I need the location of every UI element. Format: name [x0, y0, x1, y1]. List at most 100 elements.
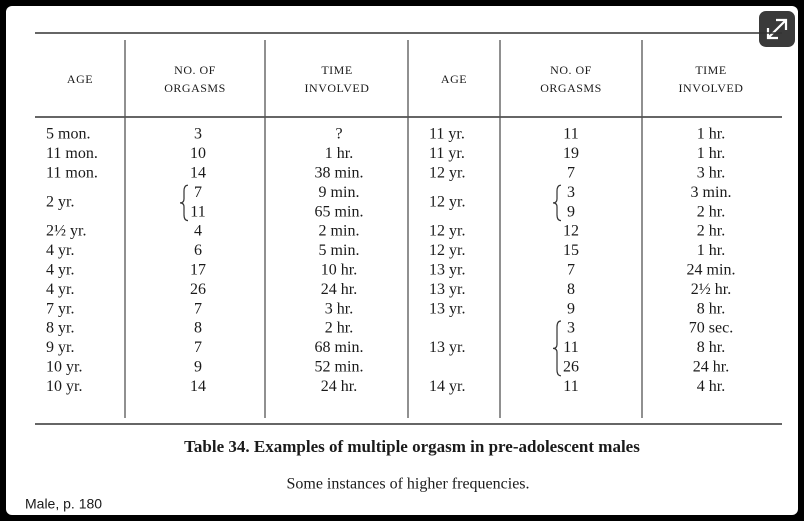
count-cell: 3: [194, 126, 202, 143]
count-cell: 8: [567, 281, 575, 298]
time-cell: 65 min.: [315, 203, 364, 220]
age-cell: 7 yr.: [46, 300, 74, 317]
count-cell: 11: [563, 378, 578, 395]
time-cell: 1 hr.: [697, 145, 725, 162]
count-cell: 26: [563, 358, 579, 375]
caption: Table 34. Examples of multiple orgasm in…: [184, 437, 640, 456]
count-cell: 3: [567, 320, 575, 337]
age-cell: 4 yr.: [46, 281, 74, 298]
time-cell: 24 hr.: [693, 358, 729, 375]
expand-icon[interactable]: [766, 18, 788, 40]
count-cell: 19: [563, 145, 579, 162]
age-cell: 5 mon.: [46, 126, 90, 143]
time-cell: 2 hr.: [697, 203, 725, 220]
column-header: AGE: [67, 72, 93, 86]
brace: [179, 184, 189, 222]
time-cell: 2 min.: [319, 223, 360, 240]
time-cell: 2 hr.: [325, 320, 353, 337]
age-cell: 13 yr.: [429, 281, 465, 298]
age-cell: 13 yr.: [429, 300, 465, 317]
time-cell: 3 min.: [691, 184, 732, 201]
count-cell: 15: [563, 242, 579, 259]
time-cell: 10 hr.: [321, 261, 357, 278]
age-cell: 12 yr.: [429, 223, 465, 240]
time-cell: 1 hr.: [697, 242, 725, 259]
age-cell: 12 yr.: [429, 194, 465, 211]
time-cell: 5 min.: [319, 242, 360, 259]
column-header: ORGASMS: [164, 81, 226, 95]
count-cell: 9: [567, 300, 575, 317]
count-cell: 26: [190, 281, 206, 298]
age-cell: 10 yr.: [46, 378, 82, 395]
time-cell: 4 hr.: [697, 378, 725, 395]
age-cell: 9 yr.: [46, 339, 74, 356]
age-cell: 10 yr.: [46, 358, 82, 375]
time-cell: 2½ hr.: [691, 281, 731, 298]
time-cell: 24 hr.: [321, 281, 357, 298]
column-header: AGE: [441, 72, 467, 86]
brace: [552, 184, 562, 222]
column-header: INVOLVED: [679, 81, 744, 95]
age-cell: 4 yr.: [46, 261, 74, 278]
column-header: TIME: [321, 63, 352, 77]
count-cell: 3: [567, 184, 575, 201]
subcaption: Some instances of higher frequencies.: [286, 476, 529, 493]
time-cell: 3 hr.: [325, 300, 353, 317]
count-cell: 4: [194, 223, 202, 240]
age-cell: 13 yr.: [429, 339, 465, 356]
time-cell: 38 min.: [315, 164, 364, 181]
time-cell: 8 hr.: [697, 300, 725, 317]
count-cell: 12: [563, 223, 579, 240]
count-cell: 11: [563, 126, 578, 143]
column-header: TIME: [695, 63, 726, 77]
count-cell: 14: [190, 164, 206, 181]
time-cell: 24 min.: [687, 261, 736, 278]
time-cell: ?: [335, 126, 342, 143]
count-cell: 8: [194, 320, 202, 337]
time-cell: 1 hr.: [697, 126, 725, 143]
column-header: ORGASMS: [540, 81, 602, 95]
count-cell: 9: [567, 203, 575, 220]
count-cell: 7: [194, 339, 202, 356]
age-cell: 12 yr.: [429, 242, 465, 259]
count-cell: 9: [194, 358, 202, 375]
count-cell: 11: [190, 203, 205, 220]
count-cell: 11: [563, 339, 578, 356]
time-cell: 8 hr.: [697, 339, 725, 356]
time-cell: 3 hr.: [697, 164, 725, 181]
age-cell: 14 yr.: [429, 378, 465, 395]
time-cell: 70 sec.: [689, 320, 733, 337]
count-cell: 17: [190, 261, 206, 278]
age-cell: 12 yr.: [429, 164, 465, 181]
column-header: NO. OF: [550, 63, 592, 77]
count-cell: 7: [194, 300, 202, 317]
age-cell: 8 yr.: [46, 320, 74, 337]
time-cell: 68 min.: [315, 339, 364, 356]
time-cell: 24 hr.: [321, 378, 357, 395]
age-cell: 11 yr.: [429, 126, 465, 143]
age-cell: 13 yr.: [429, 261, 465, 278]
age-cell: 2½ yr.: [46, 223, 86, 240]
count-cell: 7: [567, 261, 575, 278]
time-cell: 2 hr.: [697, 223, 725, 240]
age-cell: 11 mon.: [46, 164, 98, 181]
time-cell: 52 min.: [315, 358, 364, 375]
count-cell: 7: [194, 184, 202, 201]
expand-button[interactable]: [759, 11, 795, 47]
age-cell: 4 yr.: [46, 242, 74, 259]
column-header: NO. OF: [174, 63, 216, 77]
count-cell: 6: [194, 242, 202, 259]
count-cell: 7: [567, 164, 575, 181]
age-cell: 11 mon.: [46, 145, 98, 162]
count-cell: 14: [190, 378, 206, 395]
brace: [552, 320, 562, 377]
time-cell: 1 hr.: [325, 145, 353, 162]
paper: [6, 6, 798, 515]
count-cell: 10: [190, 145, 206, 162]
column-header: INVOLVED: [305, 81, 370, 95]
source: Male, p. 180: [25, 496, 102, 512]
age-cell: 2 yr.: [46, 194, 74, 211]
age-cell: 11 yr.: [429, 145, 465, 162]
